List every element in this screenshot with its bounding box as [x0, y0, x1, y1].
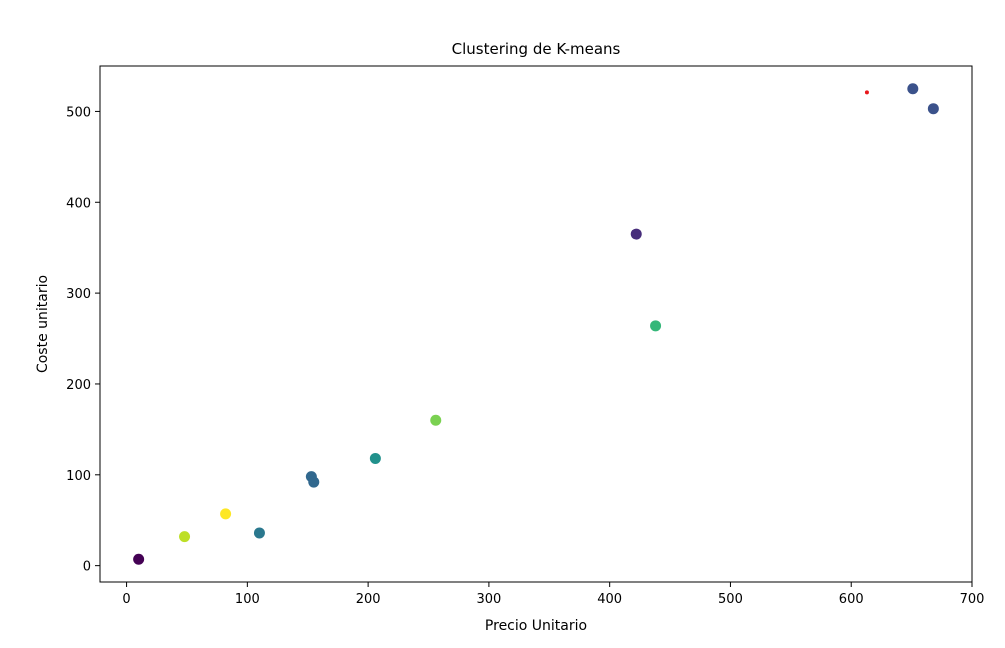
- plot-area-frame: [99, 65, 973, 583]
- x-axis-label: Precio Unitario: [485, 618, 587, 634]
- data-point: [133, 553, 145, 565]
- data-point: [630, 228, 642, 240]
- data-point: [430, 414, 442, 426]
- chart-title: Clustering de K-means: [452, 40, 621, 58]
- data-point: [650, 320, 662, 332]
- x-tick-label: 600: [839, 592, 864, 607]
- x-tick-label: 200: [356, 592, 381, 607]
- data-point: [179, 531, 191, 543]
- x-tick-label: 0: [122, 592, 130, 607]
- y-tick-label: 300: [66, 287, 91, 302]
- y-tick-label: 400: [66, 196, 91, 211]
- data-point: [253, 527, 265, 539]
- y-tick-label: 200: [66, 378, 91, 393]
- x-tick-label: 300: [476, 592, 501, 607]
- data-point: [927, 103, 939, 115]
- data-point: [308, 476, 320, 488]
- data-point: [369, 452, 381, 464]
- data-points: [133, 83, 939, 565]
- x-tick-label: 700: [960, 592, 985, 607]
- x-tick-label: 100: [235, 592, 260, 607]
- x-axis: 0 100 200 300 400 500 600 700: [122, 582, 984, 607]
- centroid-point: [864, 90, 869, 95]
- y-tick-label: 500: [66, 105, 91, 120]
- x-tick-label: 500: [718, 592, 743, 607]
- data-point: [220, 508, 232, 520]
- x-tick-label: 400: [597, 592, 622, 607]
- y-tick-label: 100: [66, 469, 91, 484]
- y-axis-label: Coste unitario: [35, 275, 51, 373]
- y-tick-label: 0: [83, 560, 91, 575]
- y-axis: 0 100 200 300 400 500: [66, 105, 100, 575]
- data-point: [907, 83, 919, 95]
